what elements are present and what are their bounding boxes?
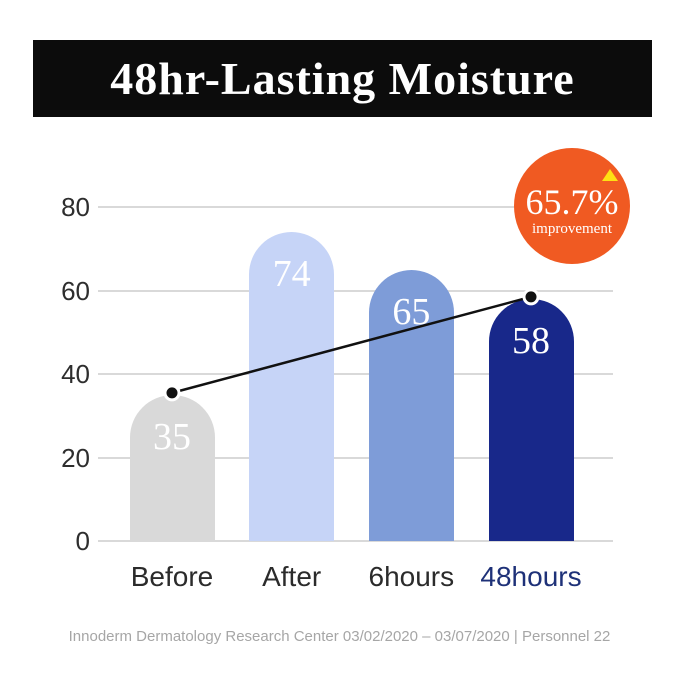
gridline-20 <box>98 456 613 459</box>
bar-value-before: 35 <box>153 415 191 458</box>
y-tick-label-80: 80 <box>61 192 90 222</box>
up-triangle-icon <box>602 169 618 181</box>
bar-after: 74 <box>249 232 335 541</box>
x-label-before: Before <box>130 561 214 592</box>
y-tick-label-40: 40 <box>61 359 90 389</box>
x-label-after: After <box>262 561 322 592</box>
gridline-0 <box>98 540 613 542</box>
bar-value-48hours: 58 <box>512 319 550 362</box>
page-title: 48hr-Lasting Moisture <box>110 53 575 104</box>
bar-before: 35 <box>129 394 215 541</box>
improvement-value: 65.7% <box>525 182 619 222</box>
y-tick-label-60: 60 <box>61 275 90 306</box>
trend-line-segment <box>171 295 532 395</box>
bar-value-6hours: 65 <box>392 290 431 333</box>
y-tick-label-0: 0 <box>75 526 90 556</box>
title-banner: 48hr-Lasting Moisture <box>33 40 652 117</box>
x-label-6hours: 6hours <box>368 561 455 592</box>
improvement-label: improvement <box>532 221 612 237</box>
y-tick-label-20: 20 <box>61 442 90 473</box>
bar-value-after: 74 <box>272 253 311 296</box>
gridline-60 <box>98 289 613 292</box>
improvement-badge: 65.7% improvement <box>514 148 630 264</box>
footnote: Innoderm Dermatology Research Center 03/… <box>68 628 611 645</box>
bar-6hours: 65 <box>368 269 454 541</box>
x-label-48hours: 48hours <box>480 561 582 592</box>
gridline-80 <box>98 206 613 208</box>
bar-48hours: 58 <box>488 298 574 541</box>
